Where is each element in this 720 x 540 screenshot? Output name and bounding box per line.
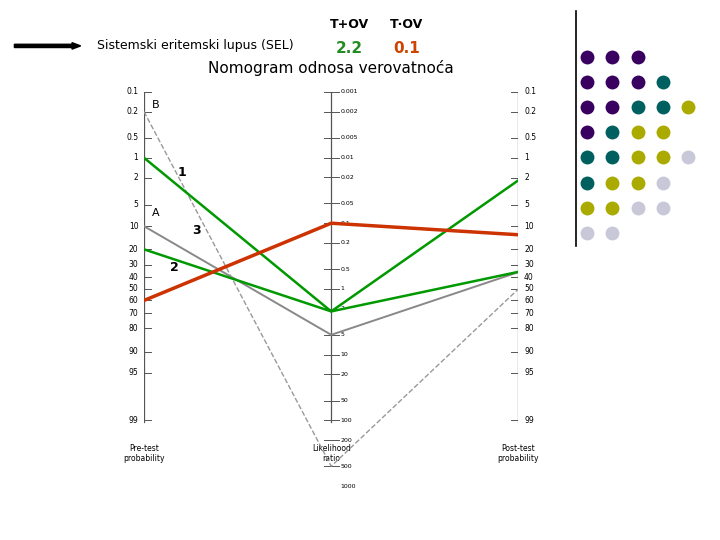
- Text: T·OV: T·OV: [390, 18, 423, 31]
- Text: 1: 1: [524, 153, 528, 162]
- Point: [606, 78, 618, 86]
- Point: [606, 153, 618, 162]
- Text: 0.5: 0.5: [126, 133, 138, 143]
- Text: 20: 20: [341, 372, 348, 377]
- Text: 0.2: 0.2: [524, 107, 536, 116]
- Text: 1000: 1000: [341, 483, 356, 489]
- Text: 0.1: 0.1: [127, 87, 138, 96]
- Text: 80: 80: [524, 324, 534, 333]
- Text: 50: 50: [341, 398, 348, 403]
- Point: [606, 204, 618, 212]
- Text: 2.2: 2.2: [336, 41, 363, 56]
- Text: 2: 2: [524, 173, 528, 183]
- Text: 95: 95: [129, 368, 138, 377]
- Text: 0.1: 0.1: [524, 87, 536, 96]
- Point: [606, 52, 618, 61]
- Point: [632, 52, 644, 61]
- Text: 0.2: 0.2: [341, 240, 351, 246]
- Point: [657, 128, 668, 137]
- Text: T+OV: T+OV: [330, 18, 369, 31]
- Text: 0.2: 0.2: [127, 107, 138, 116]
- Text: 70: 70: [524, 308, 534, 318]
- Text: 0.02: 0.02: [341, 175, 354, 180]
- Point: [582, 78, 593, 86]
- Point: [683, 103, 694, 111]
- Text: 60: 60: [524, 296, 534, 305]
- Text: 0.1: 0.1: [341, 221, 351, 226]
- Text: Post-test
probability: Post-test probability: [498, 444, 539, 463]
- Text: 70: 70: [129, 308, 138, 318]
- Text: 5: 5: [524, 200, 529, 210]
- Point: [582, 153, 593, 162]
- Text: Nomogram odnosa verovatnoća: Nomogram odnosa verovatnoća: [208, 59, 454, 76]
- Point: [606, 178, 618, 187]
- Point: [657, 178, 668, 187]
- Text: 0.005: 0.005: [341, 135, 358, 140]
- Text: 1: 1: [134, 153, 138, 162]
- Point: [606, 103, 618, 111]
- Text: 100: 100: [341, 418, 352, 423]
- Text: 0.5: 0.5: [524, 133, 536, 143]
- Point: [606, 229, 618, 238]
- Text: 2: 2: [134, 173, 138, 183]
- Text: 20: 20: [524, 245, 534, 254]
- Point: [582, 103, 593, 111]
- Text: Pre-test
probability: Pre-test probability: [123, 444, 165, 463]
- Point: [582, 229, 593, 238]
- Text: 50: 50: [129, 285, 138, 293]
- Point: [632, 128, 644, 137]
- Text: 0.01: 0.01: [341, 155, 354, 160]
- Text: 90: 90: [524, 347, 534, 356]
- Text: Sistemski eritemski lupus (SEL): Sistemski eritemski lupus (SEL): [97, 39, 294, 52]
- Text: 1: 1: [341, 286, 344, 292]
- Text: 40: 40: [524, 273, 534, 282]
- Point: [582, 52, 593, 61]
- Text: 0.5: 0.5: [341, 267, 351, 272]
- Text: 99: 99: [129, 416, 138, 424]
- Text: A: A: [151, 208, 159, 218]
- Point: [582, 204, 593, 212]
- Text: 30: 30: [524, 260, 534, 269]
- Text: Likelihood
ratio: Likelihood ratio: [312, 444, 351, 463]
- Point: [657, 204, 668, 212]
- Text: 90: 90: [129, 347, 138, 356]
- Text: 0.05: 0.05: [341, 201, 354, 206]
- Point: [632, 78, 644, 86]
- Point: [683, 153, 694, 162]
- Text: 20: 20: [129, 245, 138, 254]
- Text: 3: 3: [193, 224, 202, 237]
- Text: 50: 50: [524, 285, 534, 293]
- Text: 80: 80: [129, 324, 138, 333]
- Text: 5: 5: [133, 200, 138, 210]
- Text: 500: 500: [341, 464, 352, 469]
- Text: B: B: [151, 100, 159, 110]
- Text: 5: 5: [341, 332, 344, 338]
- Point: [632, 204, 644, 212]
- Text: 0.002: 0.002: [341, 109, 358, 114]
- Text: 0.1: 0.1: [393, 41, 420, 56]
- Text: 10: 10: [341, 352, 348, 357]
- Text: 30: 30: [129, 260, 138, 269]
- Text: 95: 95: [524, 368, 534, 377]
- Text: 1: 1: [178, 165, 186, 179]
- Point: [606, 128, 618, 137]
- Text: 40: 40: [129, 273, 138, 282]
- Text: 2: 2: [170, 261, 179, 274]
- Point: [657, 78, 668, 86]
- Text: 2: 2: [341, 306, 345, 311]
- Point: [632, 153, 644, 162]
- Point: [657, 153, 668, 162]
- Point: [632, 103, 644, 111]
- Point: [582, 178, 593, 187]
- Point: [657, 103, 668, 111]
- Text: 0.001: 0.001: [341, 89, 358, 94]
- Text: 60: 60: [129, 296, 138, 305]
- Point: [632, 178, 644, 187]
- Text: 10: 10: [524, 222, 534, 231]
- Text: 200: 200: [341, 437, 352, 443]
- Point: [582, 128, 593, 137]
- Text: 10: 10: [129, 222, 138, 231]
- Text: 99: 99: [524, 416, 534, 424]
